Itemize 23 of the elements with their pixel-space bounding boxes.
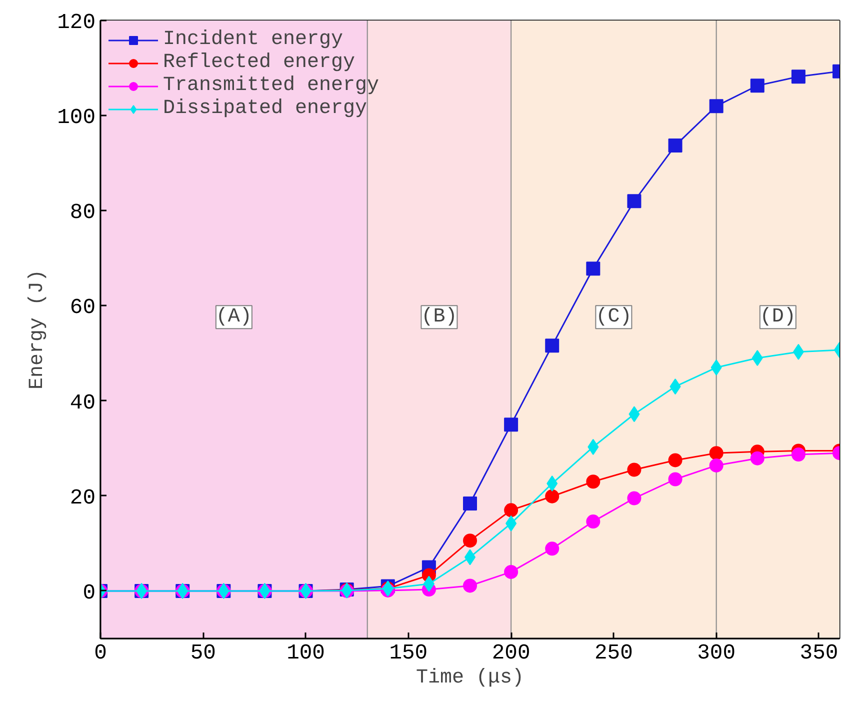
legend-label: Incident energy bbox=[163, 28, 344, 51]
x-axis-title: Time (μs) bbox=[416, 666, 524, 690]
y-tick-label: 100 bbox=[57, 106, 96, 130]
x-tick-label: 300 bbox=[697, 642, 736, 666]
x-tick-label: 100 bbox=[286, 642, 325, 666]
band-label: (A) bbox=[216, 306, 252, 329]
y-tick-label: 60 bbox=[70, 296, 96, 320]
y-tick-label: 80 bbox=[70, 201, 96, 226]
y-tick-label: 120 bbox=[57, 11, 96, 35]
y-tick-label: 40 bbox=[70, 391, 96, 416]
band-label: (B) bbox=[421, 306, 458, 329]
band-label: (C) bbox=[596, 306, 632, 329]
x-tick-label: 200 bbox=[492, 642, 530, 666]
x-tick-label: 150 bbox=[389, 642, 428, 666]
legend-label: Dissipated energy bbox=[163, 97, 368, 120]
x-tick-label: 50 bbox=[190, 642, 216, 666]
band-label: (D) bbox=[760, 306, 796, 329]
x-tick-label: 250 bbox=[594, 642, 633, 666]
x-tick-label: 350 bbox=[800, 642, 838, 666]
y-axis-title: Energy (J) bbox=[26, 269, 50, 390]
y-tick-label: 0 bbox=[82, 581, 96, 606]
y-tick-label: 20 bbox=[70, 486, 96, 510]
legend-label: Reflected energy bbox=[163, 51, 356, 74]
